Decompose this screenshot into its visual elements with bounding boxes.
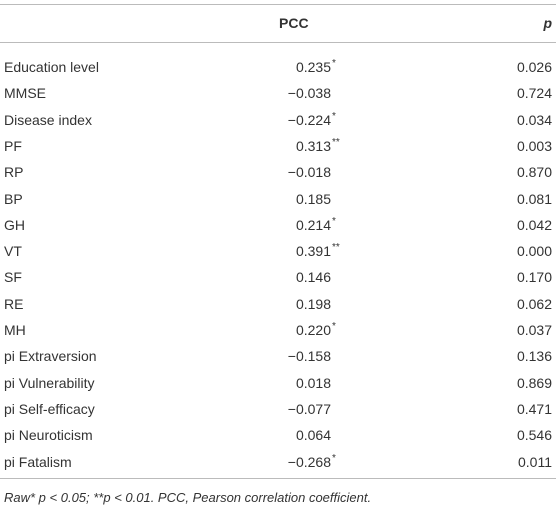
pcc-value: 0.235 [295, 59, 331, 75]
pcc-value: 0.313 [295, 137, 331, 154]
pcc-value: −0.158 [287, 348, 331, 365]
p-value: 0.026 [516, 59, 552, 75]
pcc-value: 0.146 [295, 269, 331, 286]
pcc-value: 0.220 [295, 322, 331, 338]
pcc-value: 0.018 [295, 374, 331, 391]
row-label: MH [4, 322, 26, 338]
p-value: 0.034 [516, 111, 552, 128]
pcc-value: 0.198 [295, 295, 331, 312]
row-label: RE [4, 295, 24, 312]
p-value: 0.062 [516, 295, 552, 312]
p-value: 0.869 [516, 374, 552, 391]
significance: * [332, 58, 336, 69]
top-rule [0, 4, 556, 5]
p-value: 0.037 [516, 322, 552, 338]
significance: * [332, 452, 336, 464]
p-value: 0.724 [516, 85, 552, 102]
p-value: 0.003 [516, 137, 552, 154]
pcc-value: −0.018 [287, 164, 331, 181]
pcc-value: 0.391 [295, 243, 331, 260]
pcc-value: −0.268 [287, 453, 331, 470]
row-label: SF [4, 269, 22, 286]
row-label: MMSE [4, 85, 46, 102]
p-value: 0.870 [516, 164, 552, 181]
significance: * [332, 215, 336, 227]
row-label: pi Self-efficacy [4, 400, 95, 417]
row-label: Education level [4, 59, 99, 75]
bottom-rule [0, 478, 556, 479]
p-value: 0.170 [516, 269, 552, 286]
row-label: PF [4, 137, 22, 154]
row-label: pi Neuroticism [4, 427, 93, 444]
pcc-value: 0.214 [295, 216, 331, 233]
header-rule [0, 42, 556, 43]
row-label: BP [4, 190, 23, 207]
significance: ** [332, 242, 340, 254]
significance: * [332, 321, 336, 332]
pcc-value: −0.077 [287, 400, 331, 417]
pcc-value: −0.224 [287, 111, 331, 128]
row-label: Disease index [4, 111, 92, 128]
pcc-value: −0.038 [287, 85, 331, 102]
pcc-value: 0.185 [295, 190, 331, 207]
p-value: 0.011 [518, 453, 552, 470]
header-pcc: PCC [279, 15, 309, 31]
pcc-value: 0.064 [295, 427, 331, 444]
footnote: Raw* p < 0.05; **p < 0.01. PCC, Pearson … [4, 490, 372, 505]
p-value: 0.000 [516, 243, 552, 260]
p-value: 0.546 [516, 427, 552, 444]
row-label: GH [4, 216, 25, 233]
header-p: p [543, 15, 552, 31]
p-value: 0.042 [516, 216, 552, 233]
p-value: 0.136 [516, 348, 552, 365]
p-value: 0.471 [516, 400, 552, 417]
significance: * [332, 110, 336, 122]
row-label: RP [4, 164, 24, 181]
row-label: pi Extraversion [4, 348, 97, 365]
row-label: VT [4, 243, 22, 260]
significance: ** [332, 136, 340, 148]
row-label: pi Fatalism [4, 453, 72, 470]
p-value: 0.081 [516, 190, 552, 207]
row-label: pi Vulnerability [4, 374, 95, 391]
